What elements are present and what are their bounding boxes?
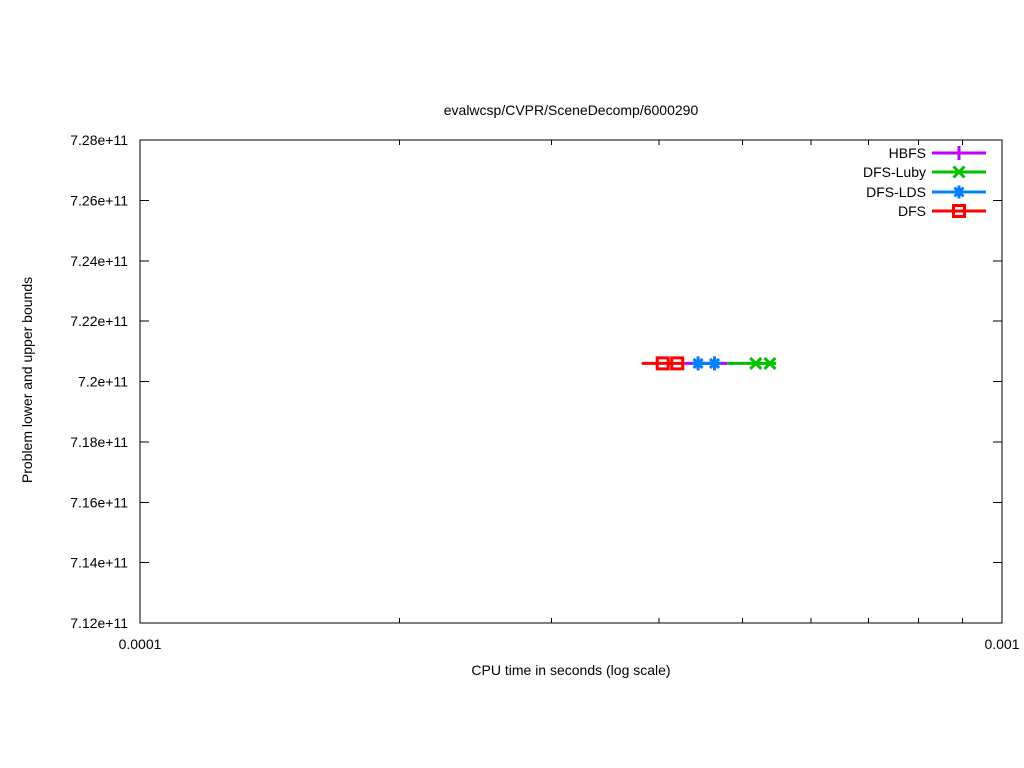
series-marker-dfs-luby (749, 356, 763, 370)
series-marker-dfs (670, 356, 685, 371)
legend-sample-line (932, 165, 986, 179)
y-tick-label: 7.28e+11 (70, 132, 128, 148)
legend-sample-line (932, 145, 986, 160)
legend-item-hbfs: HBFS (863, 143, 986, 163)
legend-label: HBFS (888, 144, 926, 161)
series-marker-dfs-lds (708, 356, 722, 370)
legend-item-dfs-lds: DFS-LDS (863, 182, 986, 202)
series-marker-dfs-lds (691, 356, 705, 370)
series-marker-dfs-luby (763, 356, 777, 370)
chart-title: evalwcsp/CVPR/SceneDecomp/6000290 (443, 102, 699, 118)
legend-sample-marker (952, 145, 966, 160)
y-tick-label: 7.18e+11 (70, 434, 128, 450)
legend-label: DFS (898, 203, 926, 220)
y-tick-label: 7.12e+11 (70, 615, 128, 631)
legend-sample-marker (952, 185, 966, 199)
x-axis-label: CPU time in seconds (log scale) (471, 662, 671, 678)
y-axis-label: Problem lower and upper bounds (19, 276, 35, 484)
y-tick-label: 7.22e+11 (70, 313, 128, 329)
legend-sample-line (932, 185, 986, 199)
legend-label: DFS-Luby (862, 164, 926, 181)
y-tick-label: 7.16e+11 (70, 494, 128, 510)
legend-label: DFS-LDS (866, 183, 926, 200)
x-tick-label: 0.001 (984, 636, 1019, 652)
y-tick-label: 7.24e+11 (70, 253, 128, 269)
y-tick-label: 7.14e+11 (70, 555, 128, 571)
x-tick-label: 0.0001 (119, 636, 162, 652)
legend-item-dfs: DFS (863, 202, 986, 222)
y-tick-label: 7.26e+11 (70, 192, 128, 208)
legend-sample-marker (952, 204, 966, 219)
legend-item-dfs-luby: DFS-Luby (863, 163, 986, 183)
y-tick-label: 7.2e+11 (78, 374, 128, 390)
series-marker-dfs (655, 356, 670, 371)
legend: HBFS DFS-Luby DFS-LDS DFS (863, 143, 986, 221)
legend-sample-marker (952, 165, 966, 179)
legend-sample-line (932, 204, 986, 219)
